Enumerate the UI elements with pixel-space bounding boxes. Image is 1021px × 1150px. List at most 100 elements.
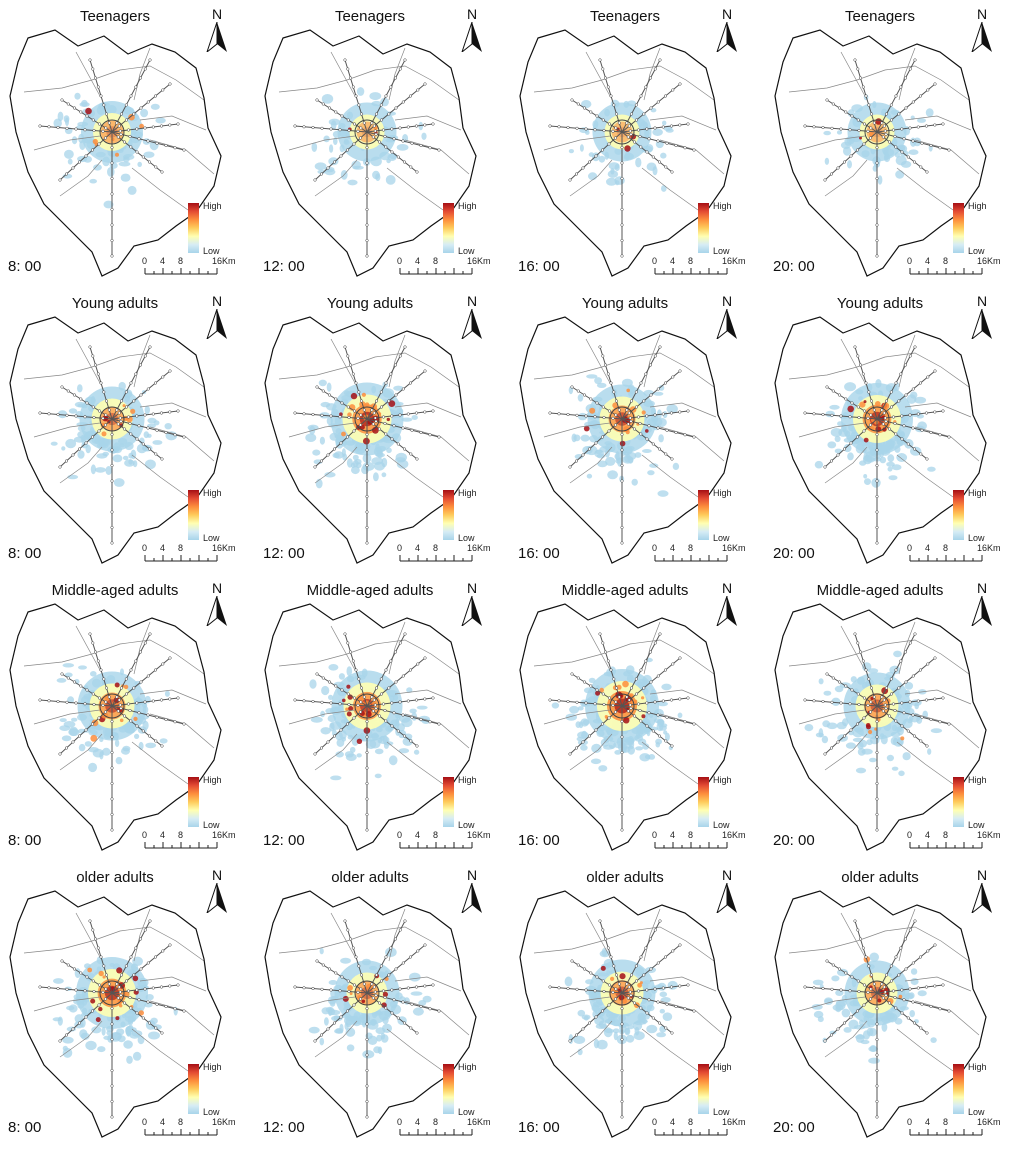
metro-ring [609,406,635,432]
metro-station [607,716,611,720]
district-boundary [314,1020,358,1058]
metro-station [319,1033,324,1037]
density-blob-low [63,721,76,728]
density-blob-low [893,650,902,658]
metro-station [365,766,369,770]
metro-station [365,510,369,514]
density-blob-low [402,737,413,746]
density-blob-low [665,128,674,133]
scale-label: 4 [160,830,166,840]
metro-station [423,656,427,660]
density-blob-low [71,136,78,145]
metro-station [96,946,100,950]
metro-ring [354,693,380,719]
metro-station [582,680,587,684]
metro-station [665,1002,669,1006]
panel-title: Teenagers [589,8,661,25]
metro-station [848,415,852,419]
metro-station [600,148,605,152]
metro-station [83,989,87,993]
density-blob-low [319,436,325,445]
density-blob-low [67,158,73,165]
density-blob-low [657,701,668,707]
metro-station [611,416,615,420]
metro-station [102,103,106,107]
density-blob-low [647,470,655,476]
metro-station [141,155,145,159]
metro-station [882,698,886,702]
metro-station [626,709,630,713]
metro-station [649,106,653,110]
metro-station [137,998,141,1002]
density-blob-low [132,956,144,966]
metro-station [869,112,874,116]
metro-station [72,680,77,684]
metro-station [686,696,690,700]
metro-station [148,345,152,349]
density-blob-low [661,185,667,192]
metro-station [855,435,860,439]
metro-station [656,139,660,143]
density-blob-low [579,144,584,152]
metro-station [864,381,868,385]
metro-station [416,375,420,379]
metro-station [90,148,95,152]
district-boundary [788,352,970,388]
metro-station [92,702,96,707]
metro-station [671,949,675,953]
metro-station [392,137,396,141]
metro-station [875,1099,879,1104]
metro-station [79,971,83,975]
metro-station [839,701,843,705]
density-blob-low [664,732,670,741]
density-hotspot [388,400,396,407]
metro-station [656,713,660,717]
district-boundary [896,741,954,785]
density-hotspot [90,734,98,742]
metro-station [899,659,903,663]
metro-station [84,441,88,445]
metro-station [602,415,606,420]
time-label: 8: 00 [8,1119,42,1136]
metro-station [320,700,324,704]
metro-station [803,411,807,415]
metro-station [327,106,332,110]
density-blob-low [143,151,155,158]
metro-ring [609,119,635,145]
density-blob-low [57,111,64,122]
metro-station [138,363,143,367]
metro-station [651,155,655,159]
metro-station [574,459,579,463]
scale-label: 16Km [722,256,746,266]
density-blob-low [914,702,919,710]
metro-station [66,963,70,967]
metro-station [594,154,598,158]
metro-station [887,140,892,144]
density-blob-low [580,718,589,727]
district-boundary [798,996,866,1012]
metro-station [384,668,388,672]
density-blob-low [61,735,72,742]
metro-station [902,711,906,715]
density-hotspot [633,699,638,704]
metro-station [365,1006,369,1011]
metro-station [625,982,629,986]
map-panel: Young adults N High Low 12: 00 0 4 8 16Km [255,287,510,574]
time-label: 8: 00 [8,832,42,849]
density-blob-low [601,948,608,957]
density-blob-low [71,717,78,722]
density-blob-low [591,743,602,753]
density-hotspot [119,1004,123,1008]
metro-station [293,124,297,128]
metro-station [160,457,164,461]
metro-station [365,525,369,530]
metro-station [377,140,382,144]
density-blob-low [410,991,423,996]
metro-station [93,937,98,941]
density-hotspot [113,697,120,704]
metro-station [884,399,889,403]
metro-station [894,94,898,98]
density-blob-low [908,149,919,155]
metro-station [119,686,124,690]
metro-station [639,1006,643,1010]
